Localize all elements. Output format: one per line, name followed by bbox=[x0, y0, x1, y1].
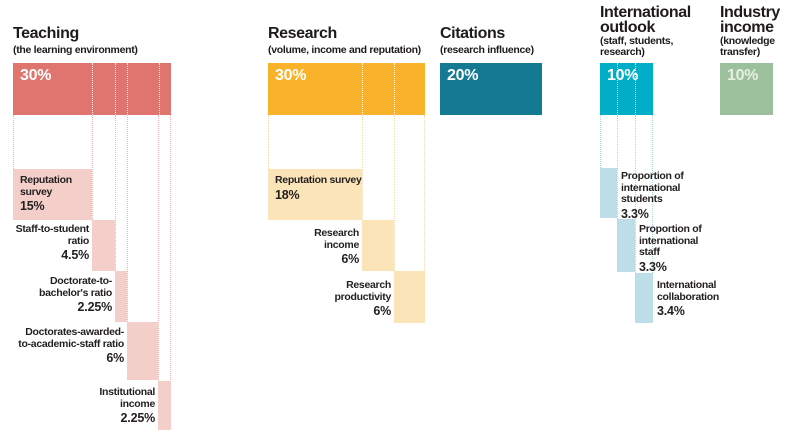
international-staff-block bbox=[617, 219, 635, 272]
teaching-doctorates-awarded-label: Doctorates-awarded-to-academic-staff rat… bbox=[14, 326, 124, 365]
guide-line bbox=[362, 115, 363, 220]
teaching-subtitle: (the learning environment) bbox=[13, 44, 138, 56]
subitem-value: 6% bbox=[373, 304, 391, 318]
subitem-label: Doctorate-to-bachelor's ratio bbox=[39, 275, 112, 299]
teaching-staff-student-block bbox=[92, 220, 115, 271]
international-collaboration-block bbox=[635, 273, 653, 323]
subitem-label: Research productivity bbox=[334, 279, 392, 303]
bar-divider bbox=[159, 63, 160, 115]
international-outlook-subtitle: (staff, students, research) bbox=[600, 35, 674, 58]
teaching-institutional-income-label: Institutional income 2.25% bbox=[75, 386, 156, 425]
subitem-value: 4.5% bbox=[61, 248, 89, 262]
subitem-value: 2.25% bbox=[120, 411, 156, 425]
research-main-bar: 30% bbox=[268, 63, 425, 115]
subitem-value: 3.3% bbox=[639, 259, 667, 274]
subitem-label: International collaboration bbox=[657, 279, 720, 303]
subitem-value: 3.3% bbox=[621, 206, 649, 221]
industry-income-subtitle: (knowledge transfer) bbox=[720, 35, 775, 58]
guide-line bbox=[158, 115, 159, 381]
guide-line bbox=[13, 115, 14, 169]
guide-line bbox=[394, 115, 395, 271]
bar-divider bbox=[635, 63, 636, 115]
industry-income-weight-label: 10% bbox=[727, 67, 759, 84]
guide-line bbox=[600, 115, 601, 168]
citations-subtitle: (research influence) bbox=[440, 44, 534, 56]
citations-main-bar: 20% bbox=[440, 63, 542, 115]
international-outlook-main-bar: 10% bbox=[600, 63, 653, 115]
subitem-value: 18% bbox=[275, 187, 300, 202]
subitem-value: 2.25% bbox=[77, 300, 113, 314]
guide-line bbox=[635, 115, 636, 273]
industry-income-main-bar: 10% bbox=[720, 63, 773, 115]
subitem-label: Research income bbox=[314, 227, 359, 251]
teaching-main-bar: 30% bbox=[13, 63, 171, 115]
guide-line bbox=[127, 115, 128, 322]
teaching-doctorate-bachelor-block bbox=[115, 271, 127, 322]
teaching-reputation-survey-block: Reputation survey 15% bbox=[13, 169, 92, 220]
subitem-label: Proportion of international staff bbox=[639, 223, 702, 258]
international-students-label: Proportion of international students 3.3… bbox=[621, 170, 699, 221]
guide-line bbox=[92, 115, 93, 220]
subitem-label: Proportion of international students bbox=[621, 170, 684, 205]
industry-income-title: Industry income bbox=[720, 4, 780, 36]
research-productivity-block bbox=[394, 271, 425, 323]
international-students-block bbox=[600, 168, 617, 218]
teaching-doctorates-awarded-block bbox=[127, 322, 158, 380]
guide-line bbox=[617, 115, 618, 219]
subitem-label: Institutional income bbox=[99, 386, 155, 410]
subitem-value: 6% bbox=[106, 351, 124, 365]
bar-divider bbox=[394, 63, 395, 115]
subitem-label: Reputation survey bbox=[275, 174, 362, 186]
citations-weight-label: 20% bbox=[447, 67, 479, 84]
bar-divider bbox=[127, 63, 128, 115]
international-outlook-title: International outlook bbox=[600, 4, 691, 36]
teaching-staff-student-label: Staff-to-student ratio 4.5% bbox=[9, 223, 90, 262]
guide-line bbox=[115, 115, 116, 271]
teaching-institutional-income-block bbox=[158, 381, 171, 430]
guide-line bbox=[170, 115, 171, 430]
subitem-label: Staff-to-student ratio bbox=[15, 223, 90, 247]
international-outlook-weight-label: 10% bbox=[607, 67, 639, 84]
citations-title: Citations bbox=[440, 25, 505, 42]
guide-line bbox=[268, 115, 269, 169]
international-staff-label: Proportion of international staff 3.3% bbox=[639, 223, 717, 274]
subitem-value: 3.4% bbox=[657, 304, 685, 318]
research-income-block bbox=[362, 220, 394, 271]
research-reputation-survey-block: Reputation survey 18% bbox=[268, 169, 362, 220]
research-income-label: Research income 6% bbox=[299, 227, 359, 266]
research-subtitle: (volume, income and reputation) bbox=[268, 44, 421, 56]
subitem-label: Reputation survey bbox=[20, 174, 72, 198]
research-title: Research bbox=[268, 25, 337, 42]
research-productivity-label: Research productivity 6% bbox=[316, 279, 392, 318]
research-weight-label: 30% bbox=[275, 67, 307, 84]
teaching-doctorate-bachelor-label: Doctorate-to-bachelor's ratio 2.25% bbox=[32, 275, 113, 314]
bar-divider bbox=[362, 63, 363, 115]
subitem-value: 6% bbox=[341, 252, 359, 266]
bar-divider bbox=[115, 63, 116, 115]
subitem-value: 15% bbox=[20, 199, 45, 213]
subitem-label: Doctorates-awarded-to-academic-staff rat… bbox=[18, 326, 124, 350]
teaching-title: Teaching bbox=[13, 25, 79, 42]
bar-divider bbox=[617, 63, 618, 115]
guide-line bbox=[652, 115, 653, 323]
bar-divider bbox=[92, 63, 93, 115]
guide-line bbox=[424, 115, 425, 323]
teaching-weight-label: 30% bbox=[20, 67, 52, 84]
international-collaboration-label: International collaboration 3.4% bbox=[657, 279, 742, 318]
